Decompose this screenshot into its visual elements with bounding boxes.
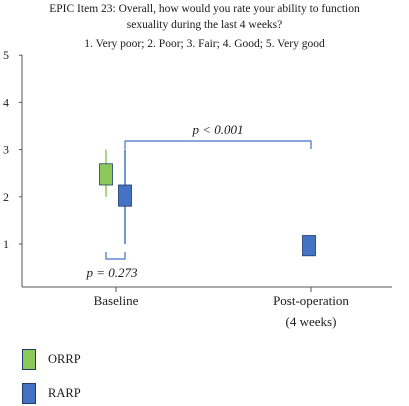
legend-label-rarp: RARP [48, 386, 81, 400]
y-tick-label-1: 1 [3, 237, 9, 251]
annotation-p-001: p < 0.001 [191, 122, 243, 137]
y-tick-label-3: 3 [3, 143, 9, 157]
legend-label-orrp: ORRP [48, 352, 81, 366]
y-tick-label-5: 5 [3, 48, 9, 62]
rarp-post-operation-box [302, 235, 316, 257]
legend-swatch-rarp [22, 383, 36, 404]
legend-item-rarp: RARP [22, 383, 81, 404]
x-label-post-operation: Post-operation [273, 293, 349, 308]
chart-title-block: EPIC Item 23: Overall, how would you rat… [0, 0, 409, 52]
y-tick-label-2: 2 [3, 190, 9, 204]
x-label-post-operation-sub: (4 weeks) [286, 314, 337, 329]
x-label-baseline: Baseline [94, 293, 139, 308]
rarp-baseline-box [118, 184, 132, 207]
bracket-p-001 [124, 140, 312, 149]
bracket-p-273 [105, 252, 126, 260]
chart-subtitle: 1. Very poor; 2. Poor; 3. Fair; 4. Good;… [84, 38, 325, 50]
chart-title: EPIC Item 23: Overall, how would you rat… [49, 3, 360, 15]
y-tick-label-4: 4 [3, 95, 9, 109]
orrp-baseline-box [99, 163, 113, 186]
chart-title-line2: sexuality during the last 4 weeks? [126, 19, 283, 31]
legend-item-orrp: ORRP [22, 349, 81, 370]
annotation-p-273: p = 0.273 [85, 265, 138, 280]
legend-swatch-orrp [22, 349, 36, 370]
